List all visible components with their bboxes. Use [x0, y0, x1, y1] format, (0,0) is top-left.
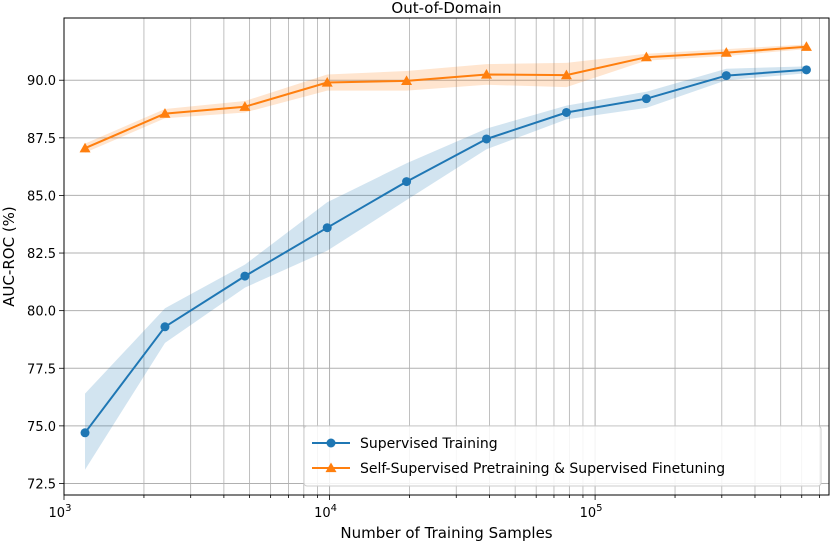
data-point — [641, 94, 651, 104]
series-line — [84, 68, 807, 434]
data-point — [800, 41, 812, 51]
x-tick-label: 103 — [49, 503, 72, 521]
data-point — [640, 51, 652, 62]
data-point — [401, 75, 413, 86]
data-point — [80, 428, 90, 438]
series-line — [84, 45, 807, 150]
data-point — [481, 68, 493, 79]
legend-box — [303, 425, 822, 487]
axes: 72.5 75.0 77.5 80.0 82.5 85.0 87.5 90.0 103 104 10… — [27, 17, 830, 521]
y-tick-label: 75.0 — [27, 420, 56, 435]
x-axis-label: Number of Training Samples — [340, 524, 552, 542]
legend-entry: Self-Supervised Pretraining & Supervised… — [312, 461, 725, 477]
data-point — [560, 69, 572, 80]
data-point — [321, 77, 333, 87]
data-point — [159, 108, 171, 118]
legend-label: Self-Supervised Pretraining & Supervised… — [360, 461, 725, 477]
y-tick-label: 85.0 — [27, 189, 56, 204]
data-point — [160, 322, 170, 332]
data-point — [721, 71, 731, 81]
confidence-bands — [85, 44, 807, 470]
data-point — [79, 142, 91, 153]
x-tick-label: 104 — [314, 503, 337, 521]
legend-label: Supervised Training — [360, 436, 498, 452]
data-point — [402, 177, 412, 187]
y-tick-label: 82.5 — [27, 247, 56, 262]
x-tick-label: 105 — [580, 503, 603, 521]
data-point — [720, 47, 732, 57]
series-lines — [79, 41, 812, 438]
legend: Supervised Training Self-Supervised Pretr… — [303, 425, 822, 487]
y-tick-label: 90.0 — [27, 74, 56, 89]
data-point — [482, 134, 492, 144]
y-tick-label: 80.0 — [27, 305, 56, 320]
plot-frame — [63, 17, 830, 496]
data-point — [322, 223, 332, 233]
data-point — [239, 101, 251, 111]
y-tick-label: 87.5 — [27, 132, 56, 147]
grid — [63, 18, 829, 495]
data-point — [326, 438, 336, 448]
y-tick-label: 72.5 — [27, 477, 56, 492]
confidence-band — [85, 66, 807, 470]
y-axis-label: AUC-ROC (%) — [0, 206, 18, 307]
data-point — [240, 271, 250, 281]
chart-title: Out-of-Domain — [391, 0, 501, 17]
confidence-band — [85, 44, 807, 153]
data-point — [561, 107, 571, 117]
data-point — [325, 462, 337, 473]
y-tick-label: 77.5 — [27, 362, 56, 377]
legend-entry: Supervised Training — [312, 436, 498, 452]
data-point — [801, 65, 811, 75]
